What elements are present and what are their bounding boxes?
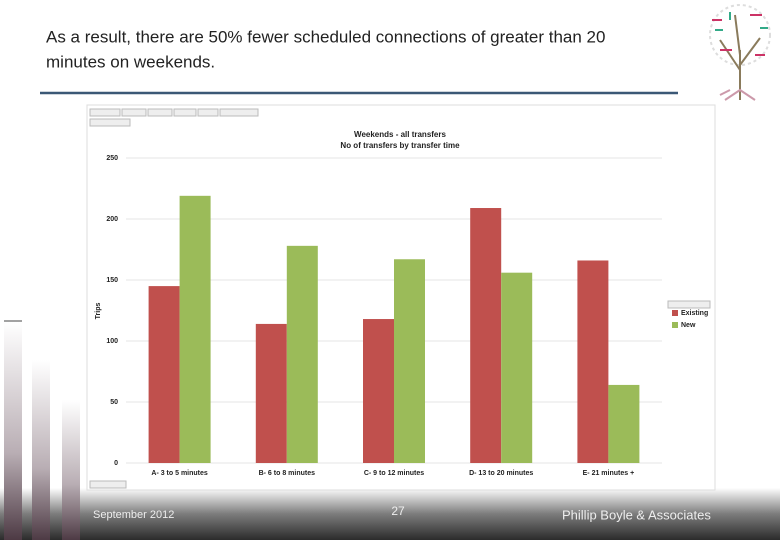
legend-swatch [672,322,678,328]
bar [501,272,533,463]
y-tick-label: 250 [106,155,118,162]
page-number: 27 [391,504,405,518]
legend-swatch [672,310,678,316]
bar [255,323,287,463]
bar [470,208,502,463]
logo [709,4,771,101]
chart-subtitle: No of transfers by transfer time [340,141,460,150]
bar [577,260,609,463]
pivot-buttons [89,108,711,489]
y-tick-label: 100 [106,338,118,345]
footer-date: September 2012 [93,509,174,521]
bar [608,384,640,463]
footer-band [0,488,780,540]
x-tick-label: D- 13 to 20 minutes [469,470,533,477]
x-tick-label: B- 6 to 8 minutes [259,470,316,477]
footer-author: Phillip Boyle & Associates [562,507,711,522]
legend-label: New [681,322,696,329]
bar [363,319,394,463]
heading: As a result, there are 50% fewer schedul… [46,27,605,46]
chart-title: Weekends - all transfers [354,130,446,139]
heading: minutes on weekends. [46,52,215,71]
x-tick-label: C- 9 to 12 minutes [364,470,424,477]
bar [394,259,425,463]
x-tick-label: E- 21 minutes + [583,470,635,477]
y-tick-label: 200 [106,216,118,223]
y-tick-label: 0 [114,460,118,467]
y-tick-label: 150 [106,277,118,284]
bar [148,286,180,463]
bar [286,245,318,463]
y-axis-label: Trips [95,303,102,320]
y-tick-label: 50 [110,399,118,406]
bar [179,195,211,463]
left-decoration [4,320,80,540]
x-tick-label: A- 3 to 5 minutes [151,470,208,477]
legend-label: Existing [681,310,708,317]
